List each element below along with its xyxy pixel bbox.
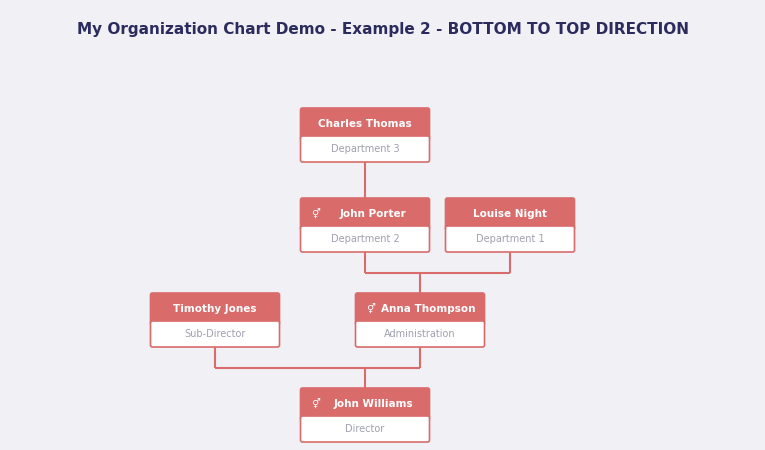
Text: Anna Thompson: Anna Thompson (381, 304, 475, 314)
FancyBboxPatch shape (301, 416, 429, 442)
Text: John Williams: John Williams (334, 399, 413, 409)
Text: Director: Director (345, 424, 385, 434)
Text: ⚥: ⚥ (311, 209, 320, 219)
Text: John Porter: John Porter (340, 209, 406, 219)
FancyBboxPatch shape (301, 108, 429, 140)
Text: Louise Night: Louise Night (473, 209, 547, 219)
FancyBboxPatch shape (301, 388, 429, 420)
FancyBboxPatch shape (151, 321, 279, 347)
FancyBboxPatch shape (301, 136, 429, 162)
FancyBboxPatch shape (301, 226, 429, 252)
FancyBboxPatch shape (356, 293, 484, 325)
Text: Charles Thomas: Charles Thomas (318, 119, 412, 129)
Text: My Organization Chart Demo - Example 2 - BOTTOM TO TOP DIRECTION: My Organization Chart Demo - Example 2 -… (77, 22, 689, 37)
Text: Administration: Administration (384, 329, 456, 339)
Text: Department 1: Department 1 (476, 234, 545, 244)
Text: Department 2: Department 2 (330, 234, 399, 244)
Text: Sub-Director: Sub-Director (184, 329, 246, 339)
FancyBboxPatch shape (356, 321, 484, 347)
Text: ⚥: ⚥ (311, 399, 320, 409)
FancyBboxPatch shape (445, 198, 575, 230)
Text: Timothy Jones: Timothy Jones (173, 304, 257, 314)
Text: Department 3: Department 3 (330, 144, 399, 154)
Text: ⚥: ⚥ (366, 304, 375, 314)
FancyBboxPatch shape (445, 226, 575, 252)
FancyBboxPatch shape (151, 293, 279, 325)
FancyBboxPatch shape (301, 198, 429, 230)
